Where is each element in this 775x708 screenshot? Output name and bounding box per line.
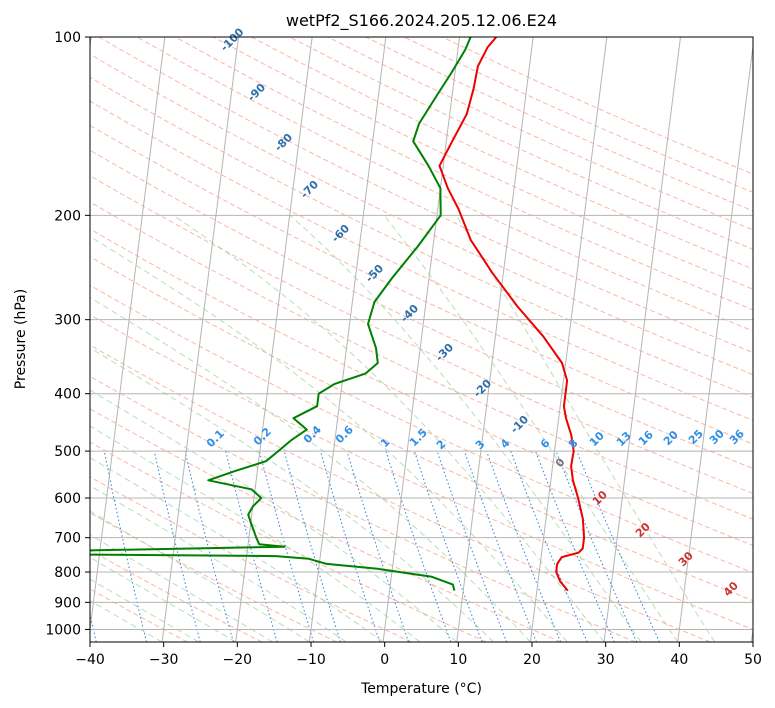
temperature-line — [438, 37, 586, 592]
axis-ticks: −40 −30 −20 −10 0 10 20 30 40 50 100 200 300 400 500 60… — [45, 30, 762, 668]
x-axis-label: Temperature (°C) — [360, 681, 482, 697]
x-tick-label: −30 — [149, 652, 179, 668]
mixing-ratio-line — [464, 450, 537, 642]
mixing-ratio-line — [184, 450, 234, 642]
moist-adiabat-line — [90, 534, 273, 642]
y-tick-label: 900 — [54, 595, 81, 611]
dry-adiabat-line — [90, 284, 753, 602]
isotherm-line — [750, 625, 753, 642]
mixing-ratio-line — [319, 450, 381, 642]
isotherm-line — [529, 37, 608, 642]
plot-frame — [89, 36, 754, 643]
y-tick-label: 300 — [54, 313, 81, 329]
dry-adiabat-line — [90, 408, 562, 642]
mixing-ratio-line — [576, 450, 661, 642]
dry-adiabat-line — [90, 228, 753, 547]
isotherm-line — [90, 37, 166, 634]
y-tick-label: 600 — [54, 491, 81, 507]
y-axis-label: Pressure (hPa) — [13, 289, 29, 389]
mixing-ratio-line — [258, 450, 315, 642]
isotherm-line — [161, 37, 239, 642]
y-tick-label: 1000 — [45, 622, 81, 638]
dewpoint-line — [90, 37, 472, 591]
mixing-ratio-line — [413, 450, 483, 642]
y-tick-label: 500 — [54, 444, 81, 460]
dry-adiabat-line — [90, 314, 753, 630]
moist-adiabat-line — [289, 214, 642, 642]
moist-adiabat-line — [90, 599, 163, 642]
x-tick-label: 10 — [449, 652, 467, 668]
dry-adiabat-line — [90, 149, 753, 470]
y-tick-label: 400 — [54, 387, 81, 403]
dry-adiabat-line — [90, 124, 753, 445]
isotherm-line — [308, 37, 387, 642]
moist-adiabat-line — [172, 214, 605, 642]
y-tick-label: 800 — [54, 565, 81, 581]
sounding-series — [90, 37, 586, 592]
mixing-ratio-line — [535, 450, 615, 642]
isotherm-line — [382, 37, 460, 642]
moist-adiabat-line — [455, 215, 716, 642]
moist-adiabat-line — [90, 347, 494, 642]
moist-adiabat-line — [90, 578, 200, 642]
mixing-ratio-line — [436, 450, 508, 642]
dry-adiabat-line — [90, 375, 636, 642]
x-tick-label: 0 — [380, 652, 389, 668]
mixing-ratio-line — [510, 450, 588, 642]
moist-adiabat-line — [90, 510, 310, 642]
dry-adiabat-line — [174, 37, 753, 311]
mixing-ratio-line — [346, 450, 410, 642]
mixing-ratio-line — [555, 450, 638, 642]
x-tick-label: −20 — [223, 652, 253, 668]
moist-adiabat-line — [90, 296, 531, 642]
dry-adiabat-line — [90, 549, 263, 642]
mixing-ratio-line — [153, 450, 201, 642]
isotherm-line — [603, 37, 681, 642]
isotherm-line — [677, 42, 753, 642]
x-tick-label: 30 — [597, 652, 615, 668]
chart-title: wetPf2_S166.2024.205.12.06.E24 — [286, 11, 557, 31]
dry-adiabat-line — [90, 175, 753, 495]
x-tick-label: 50 — [744, 652, 762, 668]
dry-adiabat-line — [90, 100, 753, 421]
dry-adiabat-line — [213, 37, 753, 290]
dry-adiabat-line — [90, 441, 487, 642]
y-tick-label: 200 — [54, 208, 81, 224]
mixing-ratio-line — [283, 450, 341, 642]
x-tick-label: −40 — [75, 652, 105, 668]
moist-adiabat-line — [383, 214, 679, 642]
x-tick-label: −10 — [296, 652, 326, 668]
isotherm-line — [235, 37, 313, 642]
mixing-ratio-line — [103, 451, 147, 642]
y-tick-label: 700 — [54, 531, 81, 547]
mixing-ratio-line — [486, 450, 562, 642]
y-tick-label: 100 — [54, 30, 81, 46]
x-tick-label: 20 — [523, 652, 541, 668]
background-lines — [90, 37, 753, 642]
x-tick-label: 40 — [670, 652, 688, 668]
dry-adiabat-line — [90, 588, 188, 642]
isotherm-line — [456, 37, 534, 642]
dry-adiabat-line — [90, 256, 753, 574]
mixing-ratio-line — [385, 450, 452, 642]
mixing-ratio-line — [225, 450, 278, 642]
